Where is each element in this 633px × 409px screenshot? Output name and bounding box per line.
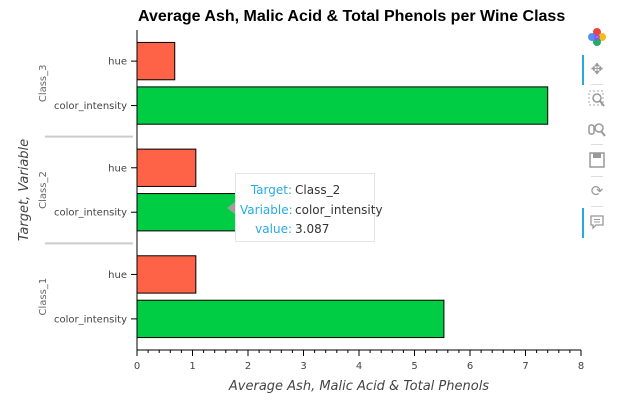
bar-hue[interactable] bbox=[136, 255, 197, 294]
bar-hue[interactable] bbox=[136, 41, 176, 81]
tooltip-value: Class_2 bbox=[295, 183, 341, 197]
y-tick-label: hue bbox=[108, 270, 127, 281]
x-tick-label: 6 bbox=[467, 361, 473, 372]
toolbar-divider bbox=[591, 144, 603, 145]
x-tick-label: 3 bbox=[300, 361, 306, 372]
y-tick-label: hue bbox=[108, 57, 127, 68]
x-tick-label: 5 bbox=[411, 361, 417, 372]
x-tick-label: 8 bbox=[578, 361, 584, 372]
y-tick-label: color_intensity bbox=[54, 208, 127, 219]
x-tick-label: 0 bbox=[134, 361, 140, 372]
x-tick-label: 4 bbox=[356, 361, 362, 372]
toolbar-divider bbox=[591, 206, 603, 207]
chart-toolbar: ✥ ⟳ bbox=[580, 22, 614, 252]
wheel-zoom-icon[interactable] bbox=[586, 118, 608, 140]
toolbar-divider bbox=[591, 84, 603, 85]
axes-layer: Class_3huecolor_intensityClass_2huecolor… bbox=[38, 30, 584, 372]
tooltip-row-value: value: 3.087 bbox=[240, 220, 370, 240]
y-axis-label: Target, Variable bbox=[17, 139, 32, 241]
tooltip-key: value: bbox=[255, 222, 292, 236]
tooltip-row-target: Target: Class_2 bbox=[240, 181, 370, 201]
bokeh-logo-icon[interactable] bbox=[586, 26, 608, 48]
box-zoom-icon[interactable] bbox=[586, 88, 608, 110]
chart-title: Average Ash, Malic Acid & Total Phenols … bbox=[138, 8, 565, 25]
toolbar-divider bbox=[591, 176, 603, 177]
tooltip-value: 3.087 bbox=[295, 222, 330, 236]
x-tick-label: 1 bbox=[189, 361, 195, 372]
hover-tooltip: Target: Class_2 Variable: color_intensity … bbox=[227, 173, 383, 242]
tooltip-key: Target: bbox=[250, 183, 292, 197]
x-tick-label: 2 bbox=[245, 361, 251, 372]
save-icon[interactable] bbox=[586, 149, 608, 171]
group-label: Class_2 bbox=[38, 171, 49, 209]
y-tick-label: color_intensity bbox=[54, 101, 127, 112]
tooltip-value: color_intensity bbox=[295, 202, 383, 217]
y-tick-label: color_intensity bbox=[54, 314, 127, 325]
tooltip-key: Variable: bbox=[240, 202, 293, 217]
bar-color_intensity[interactable] bbox=[136, 299, 445, 339]
tooltip-row-variable: Variable: color_intensity bbox=[240, 201, 383, 221]
bar-hue[interactable] bbox=[136, 148, 197, 187]
group-label: Class_3 bbox=[38, 64, 49, 102]
pan-icon[interactable]: ✥ bbox=[582, 55, 608, 85]
reset-icon[interactable]: ⟳ bbox=[590, 182, 604, 200]
x-axis-label: Average Ash, Malic Acid & Total Phenols bbox=[228, 379, 489, 394]
hover-icon[interactable] bbox=[582, 208, 608, 238]
y-tick-label: hue bbox=[108, 163, 127, 174]
group-label: Class_1 bbox=[38, 278, 49, 316]
bar-color_intensity[interactable] bbox=[136, 86, 549, 125]
x-tick-label: 7 bbox=[522, 361, 528, 372]
